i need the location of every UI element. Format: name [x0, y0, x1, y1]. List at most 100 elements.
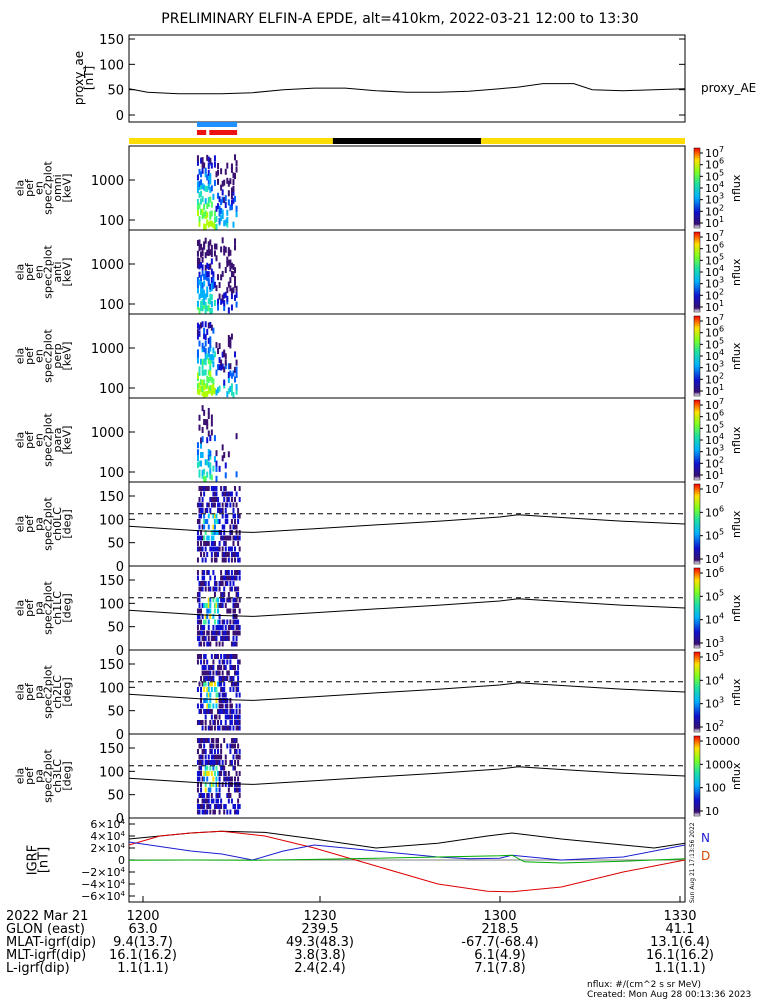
pitch-angle-cell: [227, 654, 230, 659]
pitch-angle-cell: [212, 636, 215, 641]
panel-ytick-label: 0: [116, 560, 124, 575]
spectrogram-cell: [232, 370, 235, 377]
pitch-angle-cell: [237, 535, 240, 541]
pitch-angle-cell: [235, 771, 238, 776]
pitch-angle-cell: [196, 798, 199, 804]
panel-ylabel-line: en: [32, 433, 45, 447]
pitch-angle-cell: [206, 614, 209, 619]
pitch-angle-cell: [200, 720, 203, 725]
panel-ylabel-line: pef: [23, 430, 36, 449]
spectrogram-cell: [212, 361, 215, 368]
pitch-angle-cell: [204, 809, 207, 815]
pitch-angle-cell: [203, 486, 206, 491]
spectrogram-cell: [217, 274, 220, 281]
spectrogram-cell: [204, 369, 207, 376]
colorbar-exponent: 4: [719, 612, 724, 621]
pitch-angle-cell: [201, 603, 204, 608]
spectrogram-cell: [210, 276, 213, 283]
pitch-angle-cell: [234, 586, 237, 592]
spectrogram-cell: [230, 193, 233, 200]
orbit-bar-segment: [129, 138, 333, 144]
spectrogram-cell: [198, 180, 201, 187]
pitch-angle-cell: [218, 692, 221, 698]
pitch-angle-cell: [210, 630, 213, 636]
pitch-angle-cell: [198, 765, 201, 771]
pitch-angle-cell: [237, 541, 240, 546]
pitch-angle-cell: [200, 676, 203, 681]
pitch-angle-cell: [209, 760, 212, 765]
spectrogram-cell: [215, 171, 218, 178]
spectrogram-cell: [198, 369, 201, 376]
colorbar-exponent: 3: [719, 360, 724, 369]
pitch-angle-cell: [234, 513, 237, 519]
pitch-angle-cell: [210, 552, 213, 557]
pitch-angle-cell: [229, 743, 232, 749]
colorbar-title: nflux: [730, 258, 743, 286]
panel-ytick-label: 100: [99, 765, 124, 780]
pitch-angle-cell: [238, 570, 241, 575]
pitch-angle-cell: [223, 676, 226, 681]
panel-ytick-label: 100: [99, 466, 124, 481]
panel-ytick-label: 100: [99, 597, 124, 612]
pitch-angle-cell: [209, 603, 212, 608]
pitch-angle-cell: [203, 771, 206, 776]
pitch-angle-cell: [212, 524, 215, 530]
igrf-ytick-exponent: 4: [121, 890, 126, 898]
pitch-angle-cell: [232, 597, 235, 603]
colorbar-exponent: 1: [719, 299, 724, 308]
pitch-angle-cell: [198, 586, 201, 592]
spectrogram-cell: [207, 322, 210, 329]
pitch-angle-cell: [234, 782, 237, 787]
panel-ytick-label: 150: [99, 490, 124, 505]
spectrogram-cell: [203, 369, 206, 376]
pitch-angle-cell: [238, 714, 241, 720]
pitch-angle-cell: [206, 641, 209, 647]
pitch-angle-cell: [212, 754, 215, 760]
colorbar: [693, 315, 701, 397]
spectrogram-cell: [201, 385, 204, 392]
pitch-angle-cell: [223, 486, 226, 491]
spectrogram-cell: [200, 251, 203, 258]
spectrogram-cell: [204, 391, 207, 398]
spectrogram-cell: [210, 357, 213, 364]
pitch-angle-cell: [223, 692, 226, 698]
spectrogram-cell: [220, 298, 223, 305]
pitch-angle-cell: [213, 636, 216, 641]
pitch-angle-cell: [220, 771, 223, 776]
spectrogram-cell: [200, 358, 203, 365]
pitch-angle-cell: [237, 508, 240, 513]
pitch-angle-cell: [212, 535, 215, 541]
colorbar-label: 105: [705, 649, 724, 664]
pitch-angle-cell: [235, 692, 238, 698]
pitch-angle-cell: [224, 630, 227, 636]
pitch-angle-cell: [213, 725, 216, 731]
pitch-angle-cell: [229, 625, 232, 630]
pitch-angle-cell: [210, 687, 213, 692]
pitch-angle-cell: [230, 497, 233, 502]
spectrogram-cell: [204, 223, 207, 230]
spectrogram-cell: [226, 287, 229, 294]
pitch-angle-cell: [238, 597, 241, 603]
pitch-angle-cell: [212, 597, 215, 603]
spectrogram-cell: [230, 203, 233, 210]
spectrogram-cell: [213, 243, 216, 250]
pitch-angle-cell: [220, 804, 223, 809]
panel-ylabel-line: pa: [32, 601, 45, 615]
spectrogram-cell: [201, 298, 204, 305]
spectrogram-cell: [232, 271, 235, 278]
spectrogram-cell: [201, 436, 204, 443]
panel-ytick-label: 100: [99, 298, 124, 313]
pitch-angle-cell: [218, 725, 221, 731]
spectrogram-cell: [209, 249, 212, 256]
pitch-angle-cell: [218, 641, 221, 647]
pitch-angle-cell: [218, 676, 221, 681]
pitch-angle-cell: [213, 497, 216, 502]
spectrogram-cell: [206, 305, 209, 312]
pitch-angle-cell: [232, 619, 235, 625]
spectrogram-cell: [223, 451, 226, 458]
pitch-angle-cell: [230, 546, 233, 552]
pitch-angle-cell: [198, 535, 201, 541]
pitch-angle-cell: [218, 603, 221, 608]
pitch-angle-cell: [218, 782, 221, 787]
